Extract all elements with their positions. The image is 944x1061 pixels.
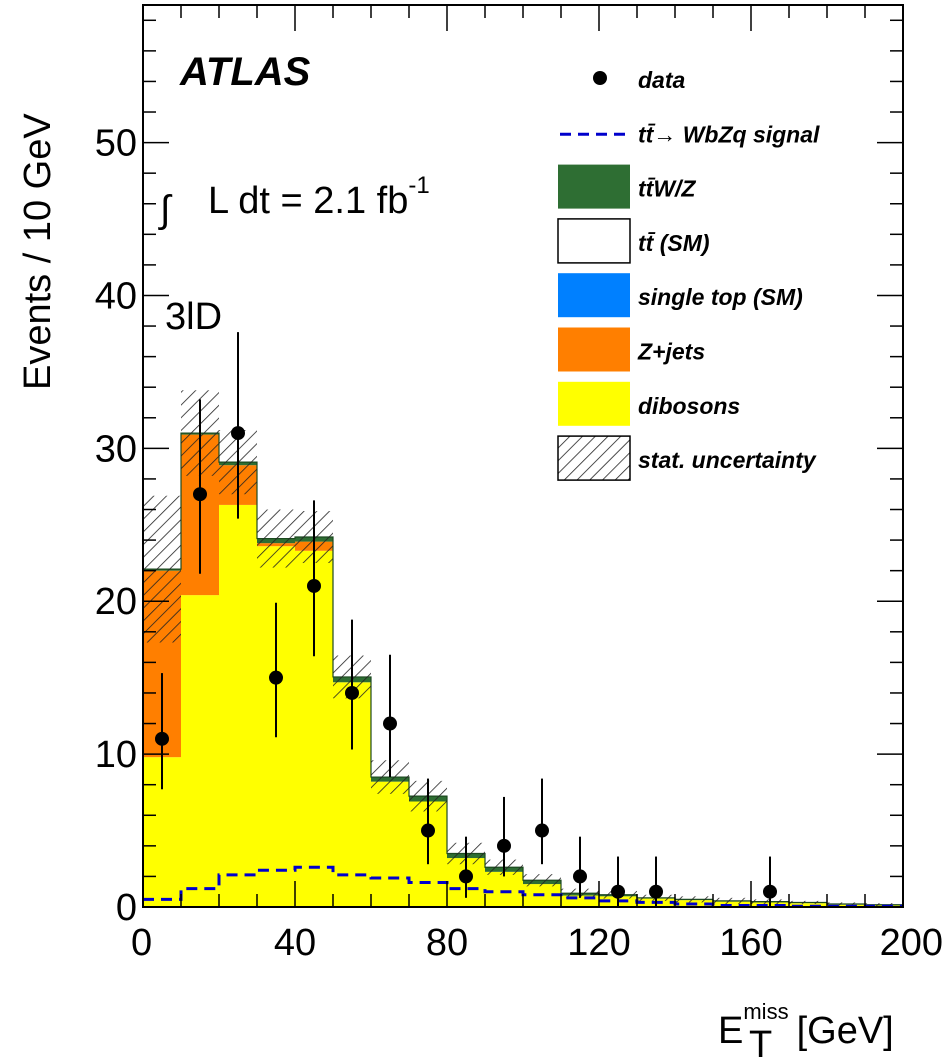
stacked-histogram xyxy=(143,432,903,907)
stat-uncertainty-0 xyxy=(143,495,181,643)
stat-uncertainty-15 xyxy=(713,897,751,904)
legend-label-0: data xyxy=(638,67,686,93)
data-point-14 xyxy=(763,884,777,899)
experiment-label: ATLAS xyxy=(179,50,311,94)
data-point-11 xyxy=(573,869,587,884)
bar-dibosons-17 xyxy=(789,903,827,907)
channel-label: 3lD xyxy=(165,296,222,338)
bar-dibosons-2 xyxy=(219,504,257,907)
legend-marker-data xyxy=(593,71,607,85)
stat-uncertainty-18 xyxy=(827,902,865,906)
legend-label-3: tt̄ (SM) xyxy=(638,230,710,256)
data-point-9 xyxy=(497,838,511,853)
integral-sign: ∫ xyxy=(158,189,173,231)
legend-swatch-6 xyxy=(558,381,630,426)
data-point-10 xyxy=(535,823,549,838)
legend-label-2: tt̄W/Z xyxy=(638,176,696,202)
bar-dibosons-11 xyxy=(561,895,599,907)
data-point-5 xyxy=(345,685,359,700)
legend-swatch-hatch xyxy=(557,435,631,481)
stat-uncertainty-10 xyxy=(523,874,561,887)
data-point-2 xyxy=(231,426,245,441)
x-axis-title-subscript: T xyxy=(749,1024,772,1061)
x-tick-label-0: 0 xyxy=(131,922,152,964)
data-point-8 xyxy=(459,869,473,884)
axis-ticks xyxy=(142,5,904,908)
luminosity-label: L dt = 2.1 fb-1 xyxy=(208,172,430,222)
data-point-1 xyxy=(193,487,207,502)
legend-label-6: dibosons xyxy=(638,393,740,419)
stat-uncertainty-14 xyxy=(675,896,713,903)
bar-dibosons-1 xyxy=(181,595,219,907)
legend-swatch-2 xyxy=(558,164,630,209)
legend-label-4: single top (SM) xyxy=(638,284,803,310)
data-point-7 xyxy=(421,823,435,838)
data-points xyxy=(155,332,777,907)
legend: data tt̄→ WbZq signal tt̄W/Z tt̄ (SM) single… xyxy=(557,67,820,481)
y-tick-label-20: 20 xyxy=(95,581,137,623)
y-tick-label-50: 50 xyxy=(95,123,137,165)
data-point-13 xyxy=(649,884,663,899)
data-point-12 xyxy=(611,884,625,899)
x-axis-title: Emiss [GeV] xyxy=(718,999,894,1052)
bar-dibosons-6 xyxy=(371,781,409,907)
legend-swatch-3 xyxy=(557,218,631,264)
legend-swatch-4 xyxy=(558,273,630,318)
y-tick-label-30: 30 xyxy=(95,428,137,470)
legend-swatch-5 xyxy=(558,327,630,372)
x-tick-label-200: 200 xyxy=(880,922,943,964)
legend-label-5: Z+jets xyxy=(637,339,705,365)
legend-label-7: stat. uncertainty xyxy=(638,447,817,473)
bar-dibosons-15 xyxy=(713,901,751,907)
data-point-0 xyxy=(155,731,169,746)
y-tick-label-10: 10 xyxy=(95,734,137,776)
x-tick-label-40: 40 xyxy=(274,922,316,964)
y-tick-label-40: 40 xyxy=(95,275,137,317)
data-point-6 xyxy=(383,716,397,731)
legend-label-1: tt̄→ WbZq signal xyxy=(638,121,820,147)
data-point-3 xyxy=(269,670,283,685)
axis-tick-labels: 0 40 80 120 160 200 0 10 20 30 40 50 xyxy=(95,123,943,964)
y-axis-title: Events / 10 GeV xyxy=(17,113,59,390)
x-tick-label-80: 80 xyxy=(426,922,468,964)
y-tick-label-0: 0 xyxy=(116,887,137,929)
stat-uncertainty-17 xyxy=(789,900,827,904)
stat-uncertainty-19 xyxy=(865,903,903,907)
stat-uncertainty-3 xyxy=(257,509,295,568)
x-tick-label-160: 160 xyxy=(719,922,782,964)
x-tick-label-120: 120 xyxy=(567,922,630,964)
bar-dibosons-9 xyxy=(485,871,523,907)
data-point-4 xyxy=(307,578,321,593)
